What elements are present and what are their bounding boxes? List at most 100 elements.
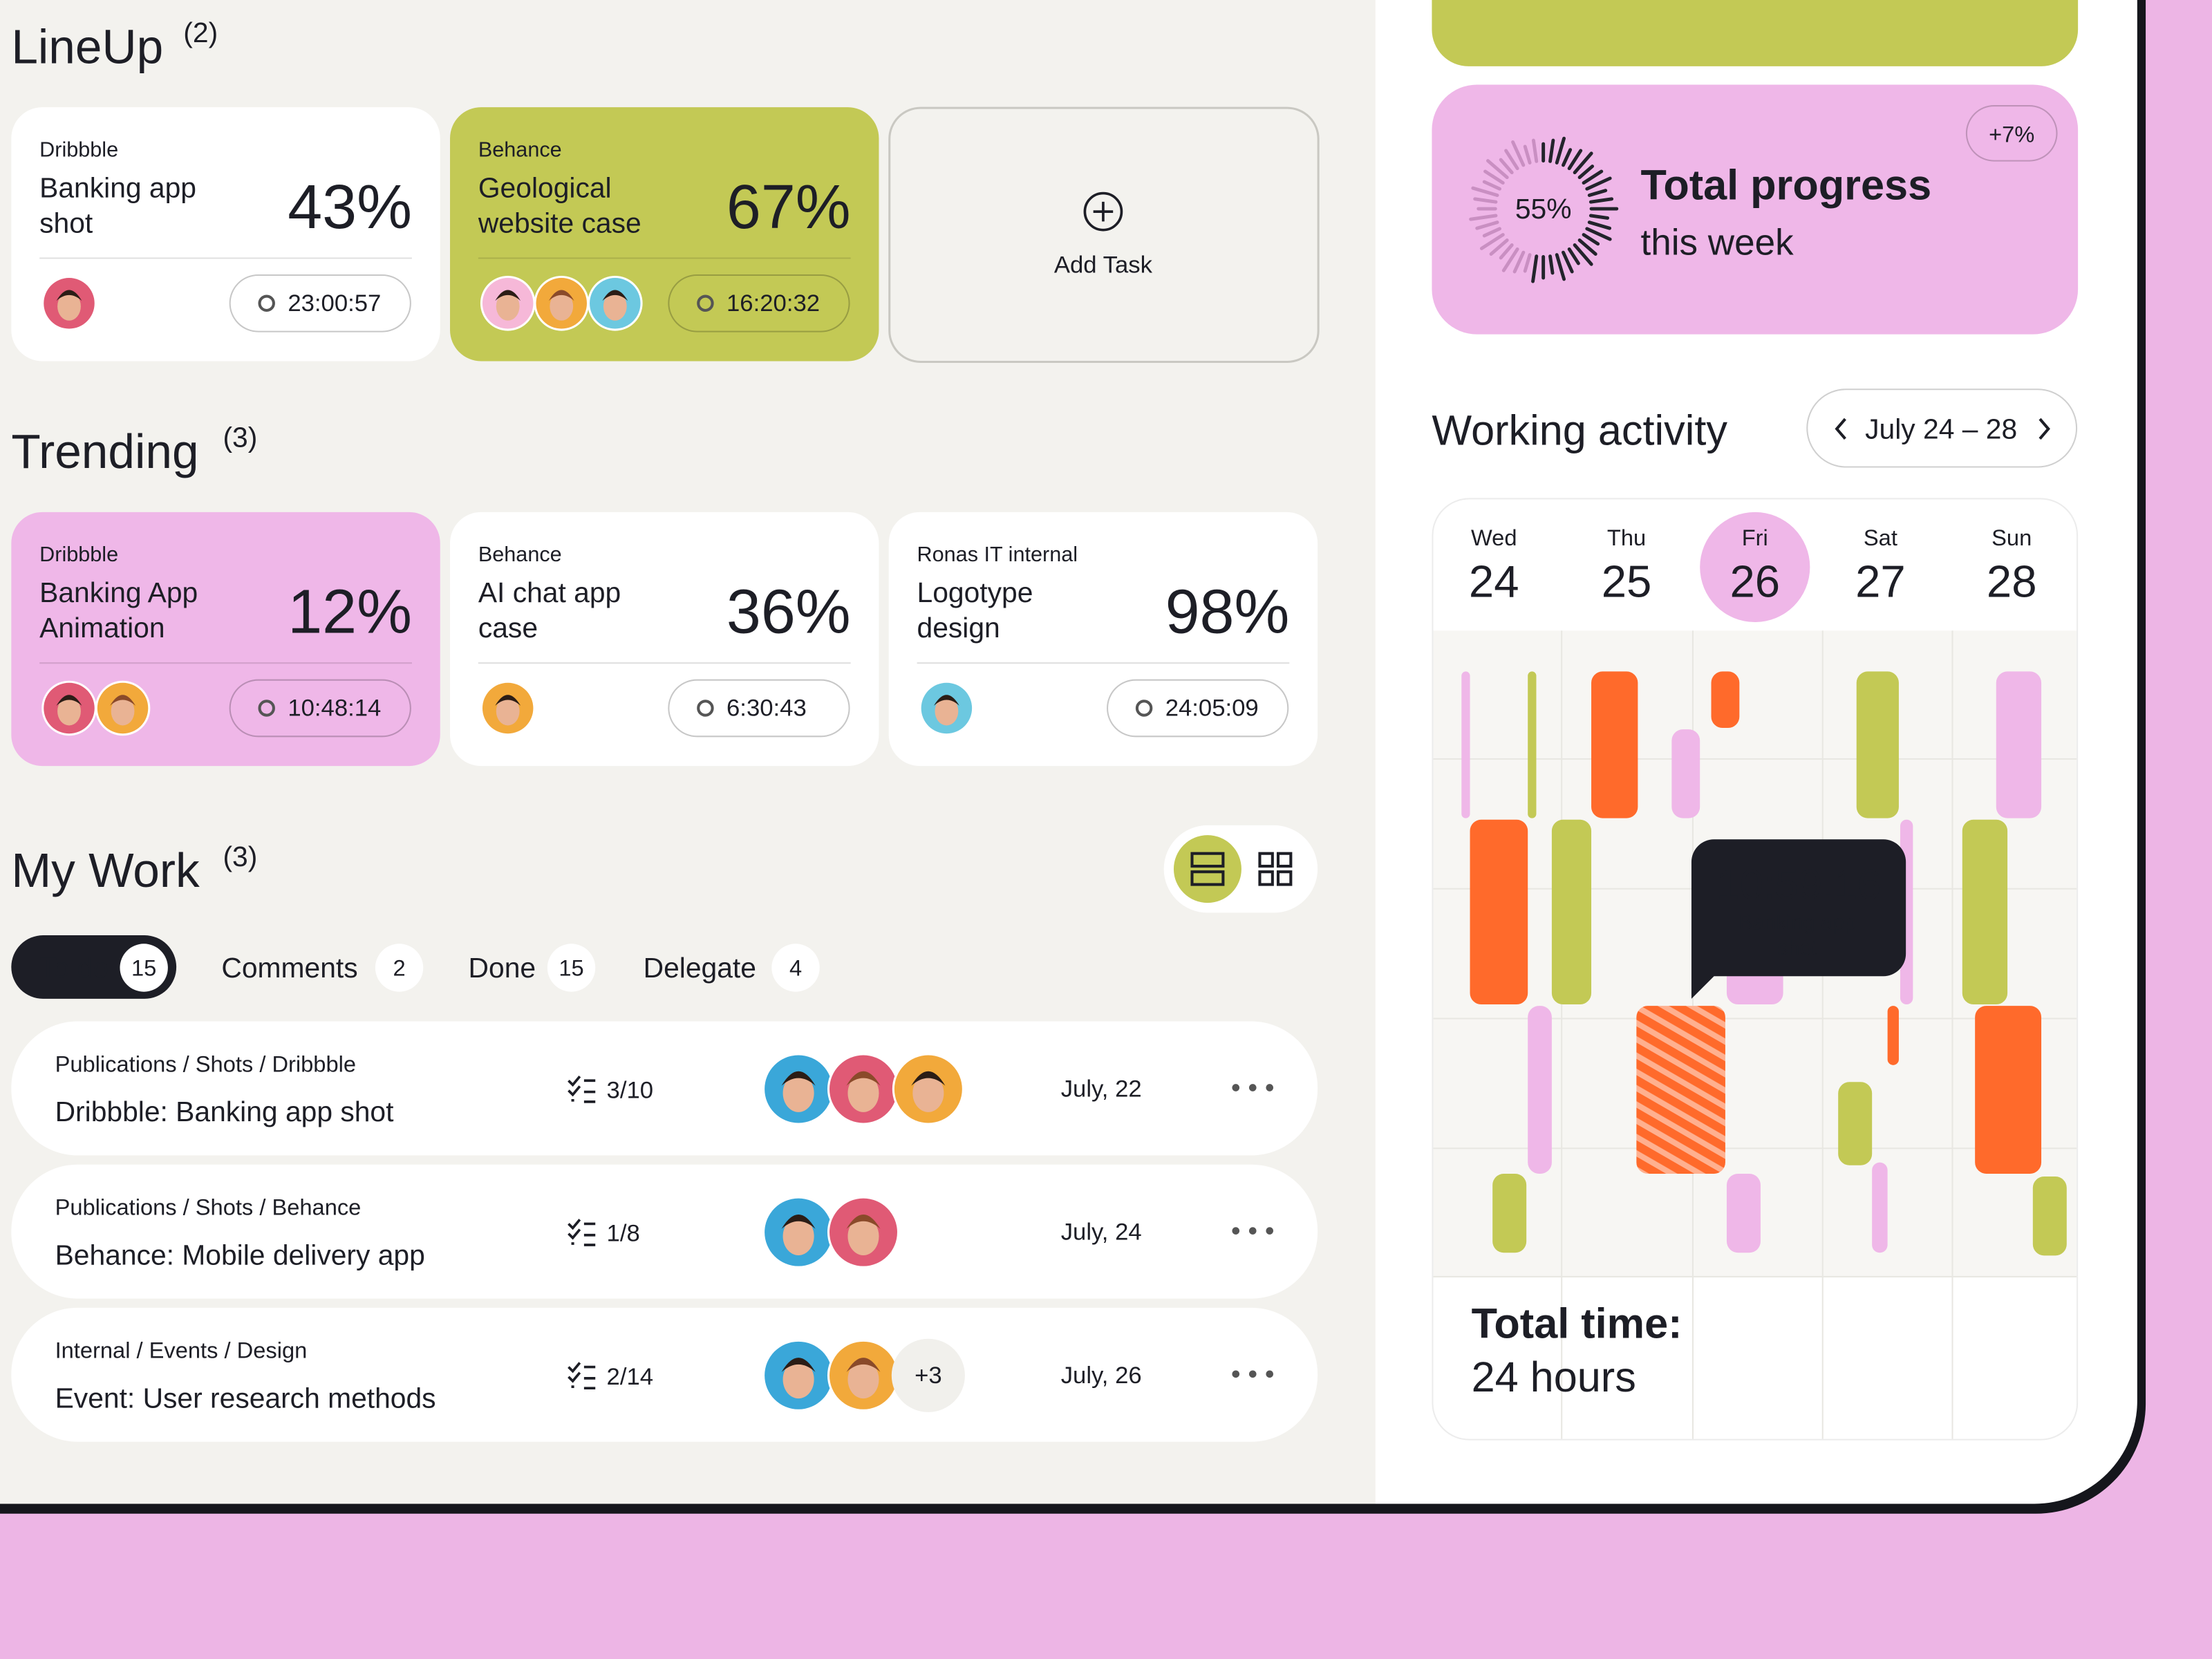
task-path: Publications / Shots / Dribbble <box>55 1051 356 1076</box>
view-list-icon <box>1190 852 1225 886</box>
progress-change: +7% <box>1989 121 2034 147</box>
activity-block <box>1492 1173 1527 1253</box>
timer-icon <box>1135 700 1153 717</box>
timer-icon <box>258 700 275 717</box>
avatar-hair <box>548 290 574 301</box>
activity-block <box>1671 729 1700 818</box>
progress-ray <box>1573 151 1593 175</box>
tab-label: Comments <box>221 952 357 984</box>
prev-arrow[interactable] <box>1835 418 1846 440</box>
progress-ray <box>1471 186 1499 197</box>
section-title: LineUp <box>11 19 163 73</box>
activity-block <box>1856 671 1899 818</box>
checklist-icon <box>568 1219 596 1246</box>
section-title: My Work <box>11 843 200 897</box>
task-card[interactable] <box>888 512 1318 767</box>
progress-ray <box>1567 247 1580 265</box>
section-count: (3) <box>223 422 257 453</box>
progress-ray <box>1548 138 1555 163</box>
task-card[interactable] <box>450 512 879 767</box>
task-card[interactable] <box>11 107 440 362</box>
range-pill[interactable] <box>1806 388 2078 468</box>
task-progress: 3/10 <box>607 1078 654 1104</box>
day-selected[interactable] <box>1700 512 1810 622</box>
add-icon <box>1083 191 1123 232</box>
total-value: 24 hours <box>1472 1353 1636 1400</box>
progress-ray <box>1582 169 1604 185</box>
tab-badge <box>375 944 424 992</box>
progress-ray <box>1548 254 1555 275</box>
avatar-hair <box>934 695 959 706</box>
task-progress: 1/8 <box>607 1221 640 1247</box>
activity-block <box>1726 1173 1761 1253</box>
task-progress: 2/14 <box>607 1364 654 1390</box>
task-row[interactable] <box>11 1164 1318 1299</box>
progress-ray <box>1585 176 1612 191</box>
progress-ray <box>1582 233 1600 246</box>
menu-dot <box>1248 1370 1257 1378</box>
add-task-label: Add Task <box>1054 252 1153 279</box>
task-title: Event: User research methods <box>55 1382 436 1414</box>
progress-ray <box>1562 148 1573 167</box>
add-task-card[interactable] <box>888 106 1320 363</box>
activity-block <box>1528 671 1537 818</box>
progress-ray <box>1501 247 1519 272</box>
avatar-hair <box>110 695 135 706</box>
timer-pill <box>229 679 411 738</box>
view-grid-icon[interactable] <box>1258 852 1293 886</box>
avatar-hair <box>846 1358 881 1372</box>
avatar-face <box>935 697 959 726</box>
menu-dot <box>1232 1084 1240 1091</box>
avatar-hair <box>846 1214 881 1229</box>
tab-badge <box>120 944 168 992</box>
tab-count: 2 <box>393 955 405 981</box>
avatar-face <box>782 1217 814 1255</box>
activity-block <box>1591 671 1638 818</box>
avatar-face <box>847 1217 879 1255</box>
activity-block <box>1975 1006 2042 1174</box>
task-row[interactable] <box>11 1021 1318 1156</box>
avatar-hair <box>495 695 521 706</box>
avatar-face <box>603 292 627 321</box>
view-list[interactable] <box>1173 835 1241 903</box>
card-time: 6:30:43 <box>727 695 807 721</box>
section-title: Trending <box>11 424 198 478</box>
avatar-hair <box>846 1071 881 1086</box>
progress-ray <box>1562 250 1574 274</box>
progress-ray <box>1469 214 1498 221</box>
task-title: Dribbble: Banking app shot <box>55 1096 395 1127</box>
avatar-hair <box>602 290 628 301</box>
avatar-hair <box>56 290 82 301</box>
card-source: Dribbble <box>39 138 118 161</box>
progress-ray <box>1482 180 1501 191</box>
card-title: Geological <box>478 171 612 203</box>
avatar-face <box>782 1074 814 1112</box>
timer-pill <box>668 274 850 332</box>
section-count: (2) <box>183 17 218 48</box>
task-row[interactable] <box>11 1307 1318 1442</box>
total-label: Total time: <box>1472 1300 1683 1347</box>
tab-badge <box>547 944 596 992</box>
activity-block <box>1838 1082 1873 1165</box>
day-name: Sat <box>1864 525 1897 550</box>
activity-title: Working activity <box>1432 406 1727 453</box>
avatar-hair <box>781 1358 816 1372</box>
more-avatars <box>891 1338 965 1412</box>
day-name: Wed <box>1471 525 1517 550</box>
progress-ray <box>1577 165 1595 180</box>
timer-icon <box>258 294 275 312</box>
progress-ray <box>1531 138 1539 163</box>
progress-ray <box>1473 197 1498 204</box>
menu-dot <box>1248 1227 1257 1235</box>
day-name: Thu <box>1607 525 1646 550</box>
card-title: Banking App <box>39 577 198 608</box>
avatar-face <box>496 292 520 321</box>
top-card <box>1432 0 2079 66</box>
avatar-hair <box>911 1071 946 1086</box>
next-arrow[interactable] <box>2038 418 2050 440</box>
timer-icon <box>697 700 714 717</box>
card-source: Behance <box>478 543 562 566</box>
activity-block <box>1636 1006 1725 1174</box>
